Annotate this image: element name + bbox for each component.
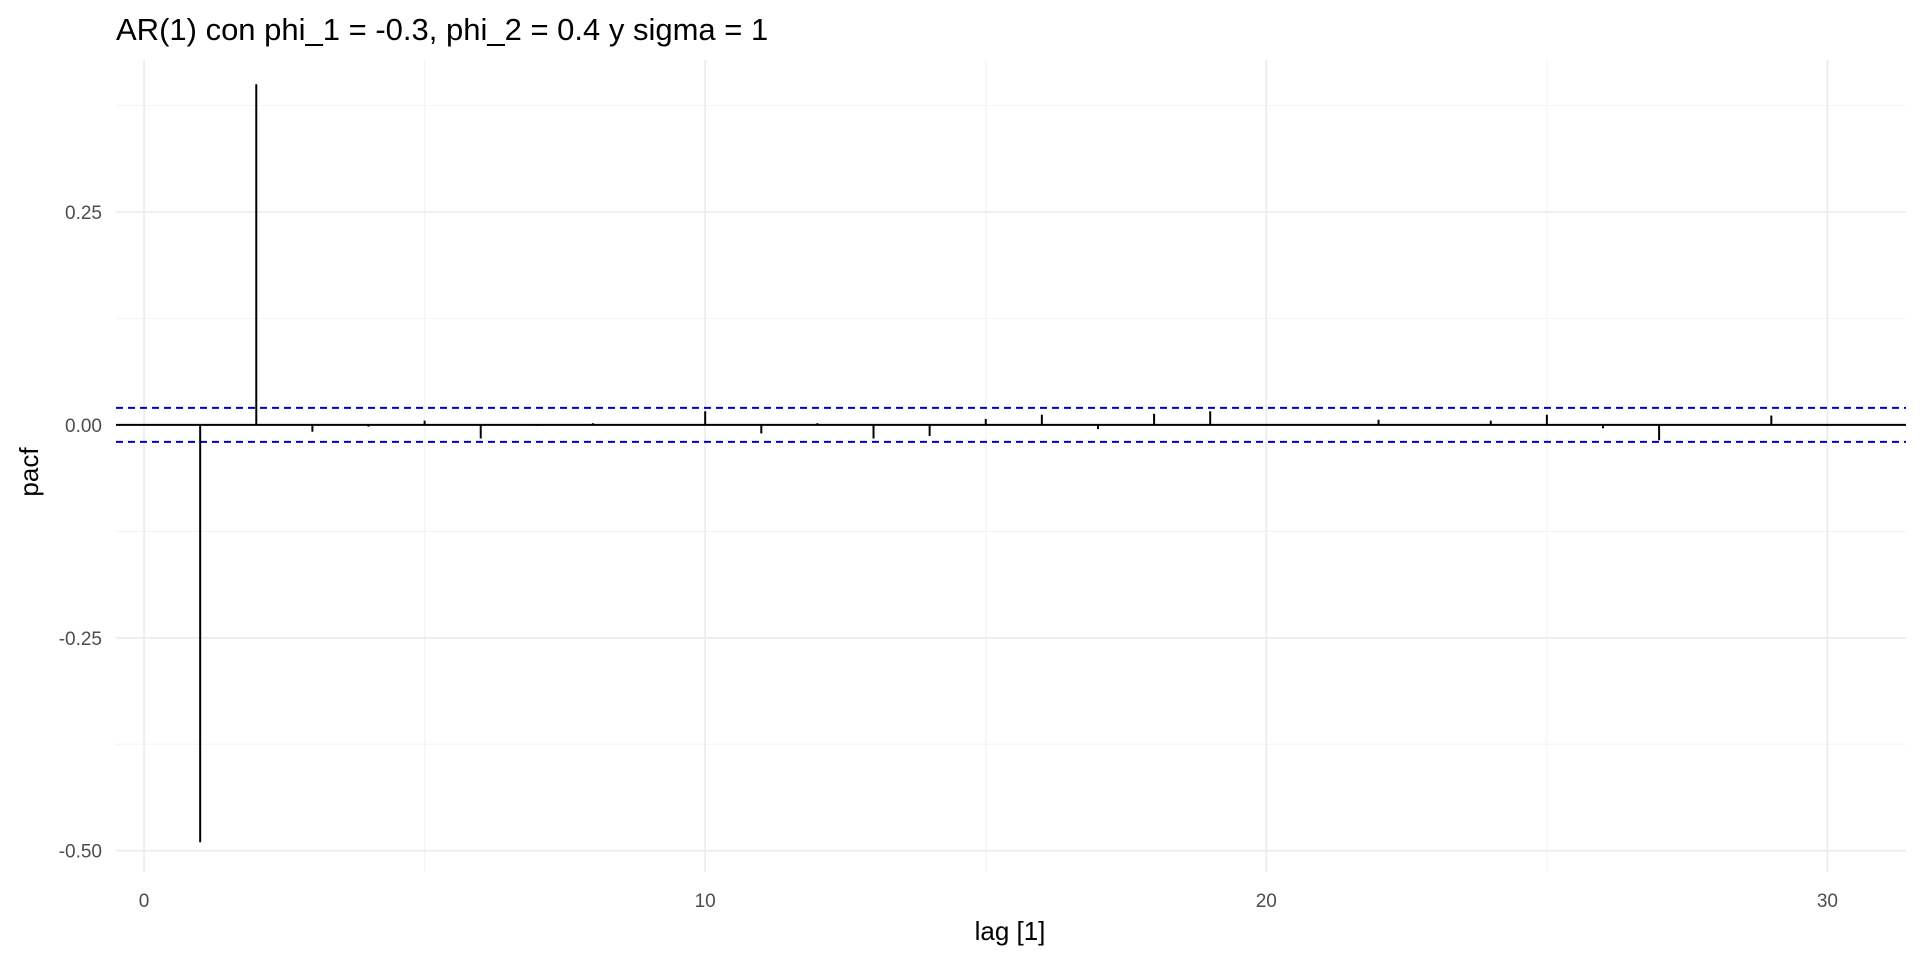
chart-title: AR(1) con phi_1 = -0.3, phi_2 = 0.4 y si… <box>116 12 768 47</box>
x-tick-label: 10 <box>695 891 716 912</box>
y-tick-label: 0.00 <box>65 416 102 437</box>
grid-lines <box>116 60 1906 872</box>
y-axis-label: pacf <box>14 447 44 497</box>
x-tick-label: 20 <box>1256 891 1277 912</box>
y-tick-label: -0.25 <box>59 629 102 650</box>
y-tick-label: -0.50 <box>59 842 102 863</box>
x-tick-label: 0 <box>139 891 150 912</box>
reference-lines <box>116 406 1906 443</box>
y-tick-label: 0.25 <box>65 203 102 224</box>
x-tick-label: 30 <box>1817 891 1838 912</box>
tick-labels: 0.25 0.00 -0.25 -0.50 0 10 20 30 <box>59 203 1838 912</box>
pacf-bars <box>199 84 1829 843</box>
x-axis-label: lag [1] <box>975 916 1046 946</box>
